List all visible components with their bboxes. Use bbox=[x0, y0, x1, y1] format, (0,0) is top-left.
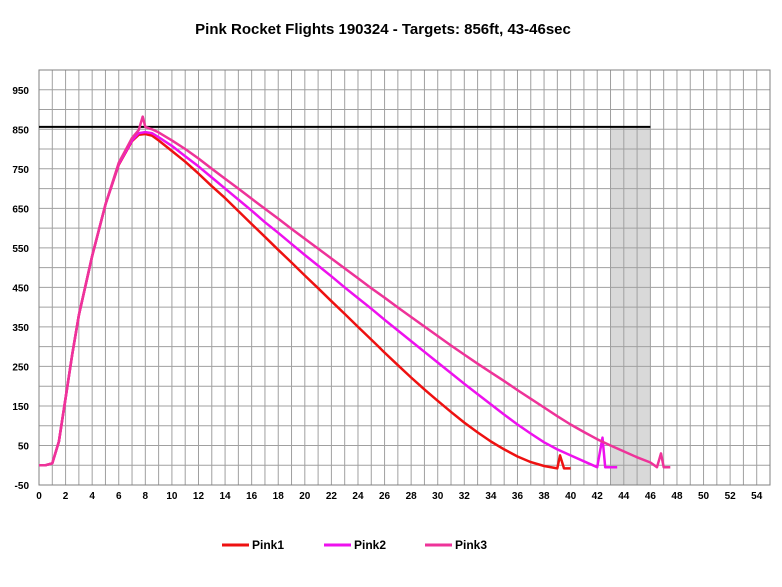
x-tick-label: 40 bbox=[565, 491, 577, 502]
y-tick-label: 950 bbox=[12, 86, 29, 97]
x-tick-label: 34 bbox=[485, 491, 497, 502]
target-window-layer bbox=[610, 126, 651, 486]
x-tick-label: 2 bbox=[63, 491, 69, 502]
legend-label: Pink3 bbox=[455, 538, 487, 552]
x-tick-label: 54 bbox=[751, 491, 763, 502]
x-tick-label: 4 bbox=[89, 491, 95, 502]
y-tick-label: 50 bbox=[18, 441, 30, 452]
plot-area-frame bbox=[38, 69, 771, 486]
x-tick-label: 22 bbox=[326, 491, 338, 502]
x-tick-label: 38 bbox=[538, 491, 550, 502]
legend-item: Pink1 bbox=[222, 538, 284, 552]
y-tick-label: 750 bbox=[12, 165, 29, 176]
target-time-window bbox=[610, 126, 651, 486]
x-tick-label: 50 bbox=[698, 491, 710, 502]
legend-label: Pink2 bbox=[354, 538, 386, 552]
y-tick-label: 350 bbox=[12, 323, 29, 334]
x-tick-label: 52 bbox=[725, 491, 737, 502]
x-tick-label: 36 bbox=[512, 491, 524, 502]
x-tick-label: 0 bbox=[36, 491, 42, 502]
y-tick-label: 150 bbox=[12, 402, 29, 413]
series-line-pink3 bbox=[39, 115, 671, 469]
legend: Pink1 Pink2 Pink3 bbox=[222, 538, 487, 552]
y-tick-label: -50 bbox=[15, 481, 30, 492]
legend-label: Pink1 bbox=[252, 538, 284, 552]
y-tick-label: 250 bbox=[12, 362, 29, 373]
x-tick-label: 48 bbox=[671, 491, 683, 502]
y-tick-label: 650 bbox=[12, 204, 29, 215]
y-axis-ticks: -50 50 150 250 350 450 550 650 750 850 950 bbox=[12, 86, 29, 492]
legend-item: Pink2 bbox=[324, 538, 386, 552]
x-tick-label: 12 bbox=[193, 491, 205, 502]
x-tick-label: 30 bbox=[432, 491, 444, 502]
y-tick-label: 850 bbox=[12, 125, 29, 136]
series-layer bbox=[39, 115, 671, 470]
x-tick-label: 10 bbox=[166, 491, 178, 502]
x-tick-label: 46 bbox=[645, 491, 657, 502]
x-tick-label: 24 bbox=[352, 491, 364, 502]
x-tick-label: 14 bbox=[220, 491, 232, 502]
x-tick-label: 28 bbox=[406, 491, 418, 502]
x-tick-label: 8 bbox=[143, 491, 149, 502]
y-tick-label: 450 bbox=[12, 283, 29, 294]
x-tick-label: 32 bbox=[459, 491, 471, 502]
legend-item: Pink3 bbox=[425, 538, 487, 552]
chart-title: Pink Rocket Flights 190324 - Targets: 85… bbox=[195, 21, 571, 38]
x-axis-ticks: 0 2 4 6 8 10 12 14 16 18 20 22 24 26 28 30 32 34 36 38 40 42 4… bbox=[36, 491, 762, 502]
x-tick-label: 16 bbox=[246, 491, 258, 502]
x-tick-label: 44 bbox=[618, 491, 630, 502]
x-tick-label: 20 bbox=[299, 491, 311, 502]
y-tick-label: 550 bbox=[12, 244, 29, 255]
x-tick-label: 42 bbox=[592, 491, 604, 502]
x-tick-label: 26 bbox=[379, 491, 391, 502]
x-tick-label: 18 bbox=[273, 491, 285, 502]
x-tick-label: 6 bbox=[116, 491, 122, 502]
